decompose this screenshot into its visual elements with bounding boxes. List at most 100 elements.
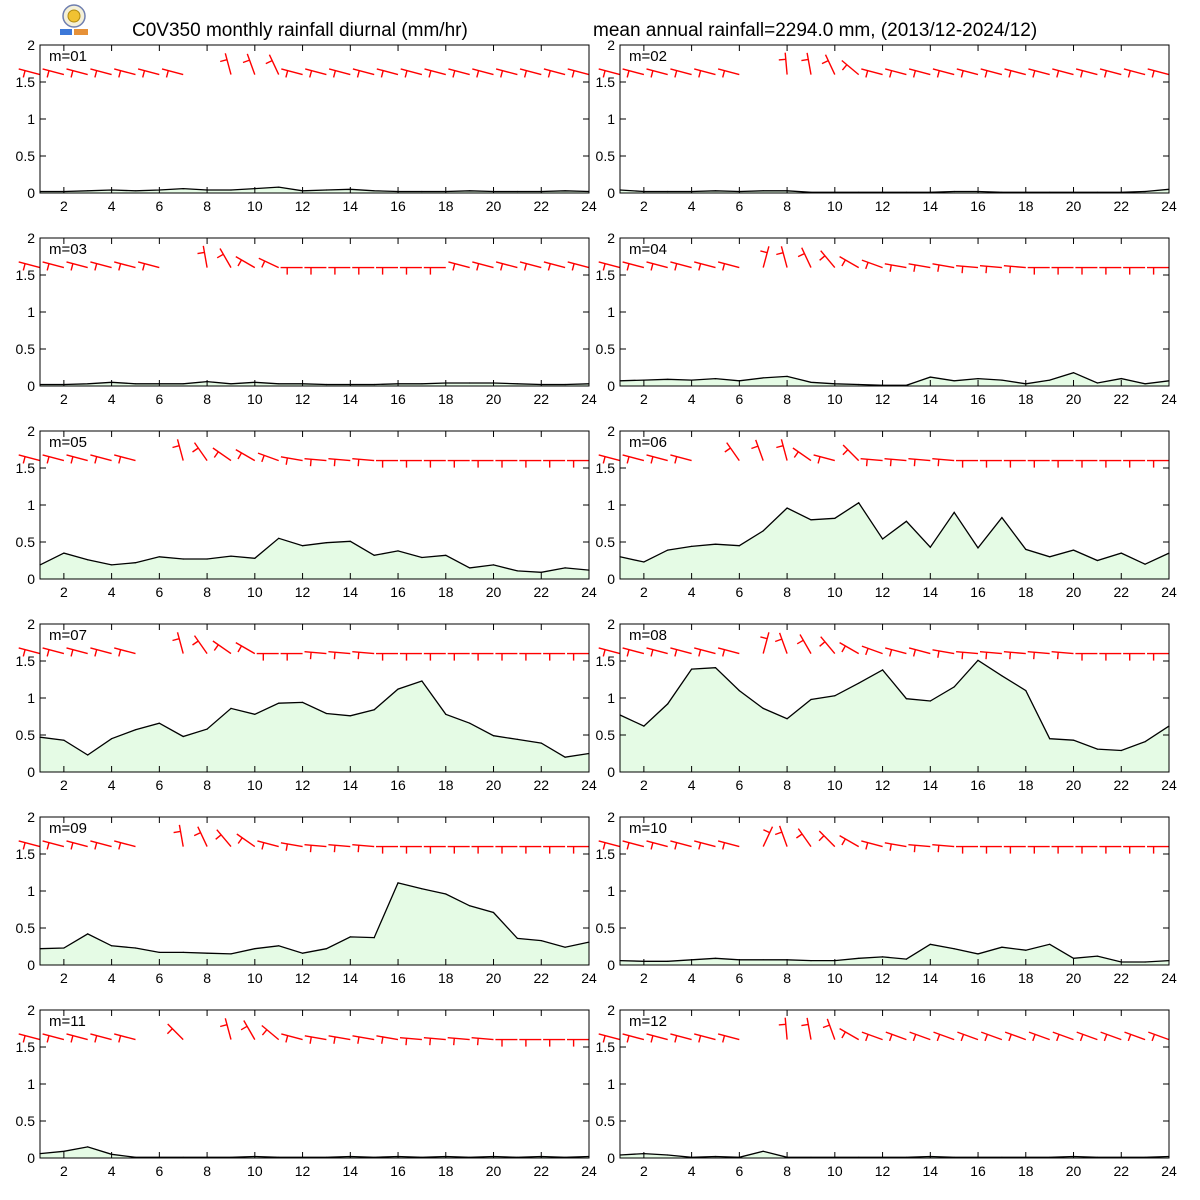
data-point xyxy=(905,698,908,700)
wind-barb-feather xyxy=(763,829,770,834)
wind-barb xyxy=(66,647,88,657)
x-tick-label: 16 xyxy=(390,777,406,793)
wind-barb-shaft xyxy=(178,824,184,847)
data-point xyxy=(1072,372,1075,374)
plot-frame xyxy=(39,237,590,387)
wind-barb-feather xyxy=(602,456,606,464)
wind-barb-feather xyxy=(865,842,869,850)
wind-barb-feather xyxy=(333,1036,336,1044)
wind-barb-shaft xyxy=(784,1017,788,1040)
wind-barb xyxy=(760,246,770,268)
wind-barb-shaft xyxy=(90,840,112,848)
y-tick-label: 0.5 xyxy=(596,920,616,936)
wind-barb xyxy=(932,458,955,467)
wind-barb xyxy=(1147,459,1169,468)
wind-barb xyxy=(1028,1031,1050,1042)
y-tick-label: 1.5 xyxy=(596,460,616,476)
wind-barb xyxy=(622,1033,645,1043)
data-point xyxy=(540,742,542,744)
wind-barb-shaft xyxy=(813,454,835,462)
x-tick-label: 20 xyxy=(486,391,502,407)
wind-barb xyxy=(724,442,740,462)
data-point xyxy=(230,953,232,955)
y-tick-label: 2 xyxy=(27,37,35,53)
wind-barb-feather xyxy=(453,1038,455,1046)
wind-barb-feather xyxy=(724,447,731,453)
wind-barb-shaft xyxy=(933,1031,955,1041)
panel-m-06: 00.511.522 4 6 8 10 12 14 16 18 20 22 24m=06 xyxy=(596,423,1177,600)
wind-barb xyxy=(778,52,788,75)
wind-barb-shaft xyxy=(114,1033,136,1041)
wind-barb-shaft xyxy=(801,247,812,268)
wind-barb xyxy=(1003,845,1026,854)
wind-barb-feather xyxy=(819,255,826,261)
wind-barb-shaft xyxy=(423,1037,446,1041)
data-point xyxy=(278,186,280,188)
wind-barb-feather xyxy=(841,1031,847,1039)
wind-barb-shaft xyxy=(1003,265,1026,269)
rain-area xyxy=(40,681,589,772)
data-point xyxy=(302,545,304,547)
wind-barb-feather xyxy=(70,456,74,464)
wind-barb-shaft xyxy=(908,68,931,76)
wind-barb-shaft xyxy=(670,647,692,655)
data-point xyxy=(111,738,113,740)
wind-barb-feather xyxy=(936,1034,941,1042)
x-tick-label: 2 xyxy=(640,970,648,986)
wind-barb xyxy=(839,255,860,269)
wind-barb-feather xyxy=(213,644,219,651)
wind-barb-feather xyxy=(889,459,892,467)
y-tick-label: 0.5 xyxy=(596,727,616,743)
x-tick-label: 14 xyxy=(343,391,359,407)
wind-barb-shaft xyxy=(780,246,788,268)
wind-barb xyxy=(423,652,446,661)
data-point xyxy=(63,739,65,741)
data-point xyxy=(63,552,65,554)
data-point xyxy=(230,555,232,557)
wind-barb xyxy=(1099,459,1122,468)
wind-barb xyxy=(646,454,668,464)
x-tick-label: 6 xyxy=(735,584,743,600)
x-tick-label: 22 xyxy=(1113,1163,1129,1179)
wind-barb-shaft xyxy=(826,1018,836,1040)
wind-barb-feather xyxy=(285,70,289,78)
wind-barb xyxy=(18,454,41,464)
wind-barb xyxy=(197,245,208,268)
wind-barb-shaft xyxy=(1100,1031,1122,1041)
data-point xyxy=(516,937,519,940)
x-tick-label: 18 xyxy=(1018,391,1034,407)
wind-barb xyxy=(265,54,280,75)
wind-barb xyxy=(66,840,88,850)
wind-barb-feather xyxy=(821,59,829,65)
wind-barb xyxy=(646,68,668,78)
wind-barb-feather xyxy=(722,70,726,78)
wind-barb-feather xyxy=(357,652,360,660)
plot-frame xyxy=(619,237,1170,387)
wind-barb xyxy=(933,1031,955,1042)
wind-barb xyxy=(797,247,812,268)
x-tick-label: 6 xyxy=(155,198,163,214)
wind-barb-shaft xyxy=(884,842,907,848)
wind-barb xyxy=(543,261,566,271)
x-tick-label: 4 xyxy=(688,970,696,986)
data-point xyxy=(834,517,836,519)
x-tick-label: 4 xyxy=(108,970,116,986)
data-point xyxy=(1096,382,1098,384)
wind-barb-feather xyxy=(285,1035,289,1043)
data-point xyxy=(87,383,89,385)
wind-barb-feather xyxy=(751,445,759,450)
wind-barb-shaft xyxy=(717,261,740,269)
data-point xyxy=(516,738,519,741)
wind-barb-shaft xyxy=(1052,1031,1074,1041)
wind-barb-feather xyxy=(674,649,678,657)
wind-barb-shaft xyxy=(670,840,692,848)
x-tick-label: 12 xyxy=(875,1163,891,1179)
x-tick-label: 14 xyxy=(923,970,939,986)
wind-barb xyxy=(670,261,692,271)
figure-subtitle: mean annual rainfall=2294.0 mm, (2013/12… xyxy=(593,20,1038,41)
x-tick-label: 20 xyxy=(1066,970,1082,986)
wind-barb-shaft xyxy=(839,1027,860,1041)
wind-barb-shaft xyxy=(598,647,621,655)
wind-barb xyxy=(519,845,542,854)
wind-barb-feather xyxy=(822,1024,830,1029)
